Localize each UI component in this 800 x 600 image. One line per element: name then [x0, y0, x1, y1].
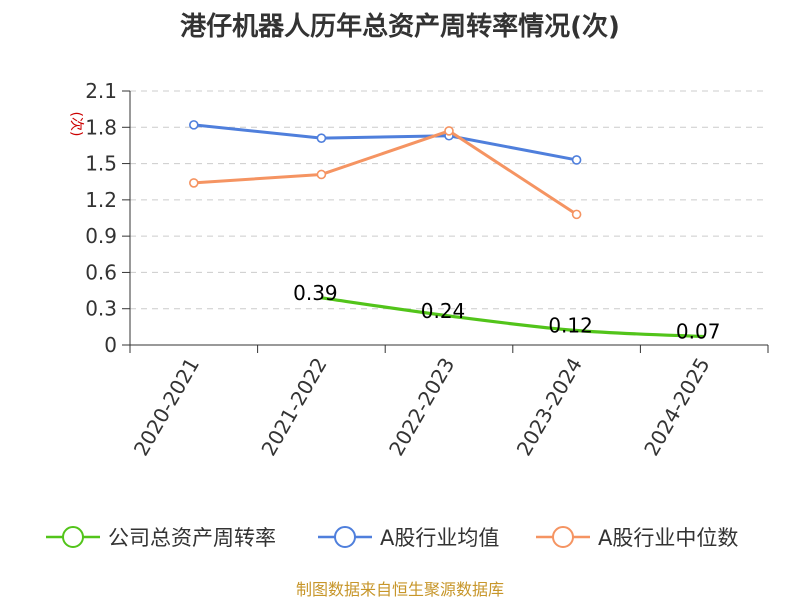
data-point: [444, 126, 454, 136]
data-label: 0.12: [548, 313, 593, 337]
data-label: 0.24: [421, 299, 466, 323]
chart-title: 港仔机器人历年总资产周转率情况(次): [180, 11, 620, 42]
series-line: [193, 123, 577, 162]
legend-swatch-marker: [62, 526, 84, 548]
gridlines: [130, 90, 768, 310]
y-axis: 0 0.3 0.6 0.9 1.2 1.5 1.8 2.1: [85, 79, 131, 357]
y-tick-label: 0.3: [85, 297, 117, 321]
x-tick-label: 2023-2024: [512, 354, 587, 460]
series-lines: [189, 120, 705, 339]
y-tick-label: 1.5: [85, 152, 117, 176]
x-tick-label: 2022-2023: [384, 354, 459, 460]
y-tick-label: 1.8: [85, 115, 117, 139]
x-axis: 2020-2021 2021-2022 2022-2023 2023-2024 2024…: [129, 344, 769, 460]
series-line: [321, 296, 705, 339]
series-line: [193, 129, 578, 216]
data-label: 0.07: [676, 320, 721, 344]
legend-label: A股行业均值: [380, 526, 499, 550]
data-labels: 0.39 0.24 0.12 0.07: [293, 281, 720, 344]
legend-label: 公司总资产周转率: [108, 526, 276, 550]
x-tick-label: 2020-2021: [129, 354, 204, 460]
source-note: 制图数据来自恒生聚源数据库: [296, 580, 504, 599]
legend: 公司总资产周转率 A股行业均值 A股行业中位数: [46, 526, 738, 550]
legend-label: A股行业中位数: [598, 526, 738, 550]
y-tick-label: 0.9: [85, 224, 117, 248]
data-point: [571, 155, 582, 165]
data-point: [189, 178, 199, 188]
data-point: [571, 209, 582, 220]
y-tick-label: 0.6: [85, 260, 117, 284]
y-axis-unit-label: (次): [68, 112, 84, 137]
legend-swatch-marker: [334, 526, 356, 548]
y-tick-label: 0: [104, 333, 117, 357]
x-tick-label: 2024-2025: [639, 354, 714, 460]
x-tick-label: 2021-2022: [256, 354, 331, 460]
legend-swatch-marker: [552, 526, 574, 548]
y-tick-label: 2.1: [85, 79, 117, 103]
data-point: [189, 120, 199, 130]
data-point: [316, 169, 327, 180]
data-label: 0.39: [293, 281, 338, 305]
data-point: [316, 133, 327, 143]
y-tick-label: 1.2: [85, 188, 117, 212]
